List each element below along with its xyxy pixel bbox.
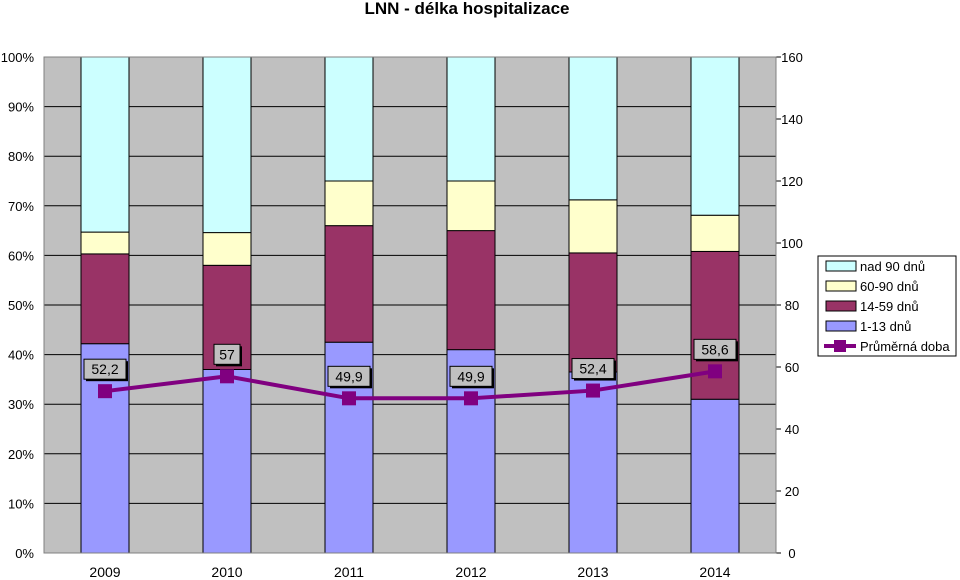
average-stay-line <box>104 369 716 401</box>
data-label: 49,9 <box>457 368 484 384</box>
x-category-label: 2011 <box>334 564 364 580</box>
data-label: 52,2 <box>91 361 118 377</box>
x-category-label: 2012 <box>455 564 486 580</box>
average-stay-marker <box>708 364 722 379</box>
legend-label: nad 90 dnů <box>860 259 925 274</box>
data-label-box <box>693 338 737 360</box>
y-left-tick-label: 70% <box>8 199 34 214</box>
average-stay-marker <box>464 391 478 406</box>
x-category-label: 2010 <box>211 564 242 580</box>
y-left-tick-label: 100% <box>1 50 35 65</box>
legend-swatch <box>825 320 857 332</box>
bar-segment <box>202 56 252 234</box>
x-category-label: 2009 <box>89 564 120 580</box>
y-right-tick-label: 60 <box>785 360 799 375</box>
bar-segment <box>202 368 252 554</box>
average-stay-marker <box>342 391 356 406</box>
plot-frame <box>43 56 777 554</box>
bar-segment <box>324 225 374 343</box>
data-label: 49,9 <box>335 368 362 384</box>
average-stay-marker <box>98 384 112 399</box>
bar-segment <box>80 56 130 233</box>
y-left-tick-label: 10% <box>8 496 34 511</box>
legend: nad 90 dnů 60-90 dnů 14-59 dnů 1-13 dnů Prům… <box>817 255 957 357</box>
bar-segment <box>568 371 618 554</box>
bar-segment <box>690 214 740 252</box>
y-right-tick-label: 140 <box>781 112 803 127</box>
data-label-box <box>213 343 241 365</box>
legend-swatch <box>825 300 857 312</box>
bar-segment <box>80 231 130 255</box>
bar-segment <box>446 56 496 182</box>
x-category-label: 2013 <box>577 564 608 580</box>
legend-swatch <box>825 280 857 292</box>
y-right-tick-label: 80 <box>785 298 799 313</box>
chart-title: LNN - délka hospitalizace <box>365 0 570 18</box>
y-right-tick-label: 160 <box>781 50 803 65</box>
y-left-tick-label: 30% <box>8 397 34 412</box>
legend-label: 14-59 dnů <box>860 299 919 314</box>
y-right-tick-label: 40 <box>785 422 799 437</box>
data-label: 52,4 <box>579 361 606 377</box>
data-label-box <box>83 358 127 380</box>
y-right-tick-label: 0 <box>788 546 795 561</box>
y-left-tick-label: 20% <box>8 447 34 462</box>
y-right-tick-label: 120 <box>781 174 803 189</box>
y-right-tick-label: 20 <box>785 484 799 499</box>
legend-label: Průměrná doba <box>860 339 950 354</box>
legend-label: 60-90 dnů <box>860 279 919 294</box>
bar-segment <box>568 199 618 254</box>
legend-label: 1-13 dnů <box>860 319 911 334</box>
y-left-tick-label: 80% <box>8 149 34 164</box>
bar-segment <box>324 180 374 227</box>
bar-segment <box>446 230 496 351</box>
bar-segment <box>80 253 130 345</box>
data-label-box <box>571 358 615 380</box>
legend-marker-swatch <box>834 340 846 352</box>
bar-segment <box>568 56 618 201</box>
x-category-label: 2014 <box>699 564 730 580</box>
bar-segment <box>690 56 740 216</box>
bar-segment <box>568 252 618 373</box>
y-left-tick-label: 40% <box>8 348 34 363</box>
bar-segment <box>202 232 252 266</box>
bar-segment <box>690 398 740 554</box>
bar-segment <box>446 180 496 232</box>
y-right-tick-label: 100 <box>781 236 803 251</box>
y-left-tick-label: 90% <box>8 100 34 115</box>
data-label: 58,6 <box>701 341 728 357</box>
y-left-tick-label: 0% <box>15 546 34 561</box>
average-stay-marker <box>586 383 600 398</box>
data-label-box <box>449 365 493 387</box>
y-left-tick-label: 50% <box>8 298 34 313</box>
y-left-tick-label: 60% <box>8 248 34 263</box>
data-label: 57 <box>219 346 235 362</box>
data-label-box <box>327 365 371 387</box>
average-stay-marker <box>220 369 234 384</box>
legend-swatch <box>825 260 857 272</box>
bar-segment <box>324 56 374 182</box>
